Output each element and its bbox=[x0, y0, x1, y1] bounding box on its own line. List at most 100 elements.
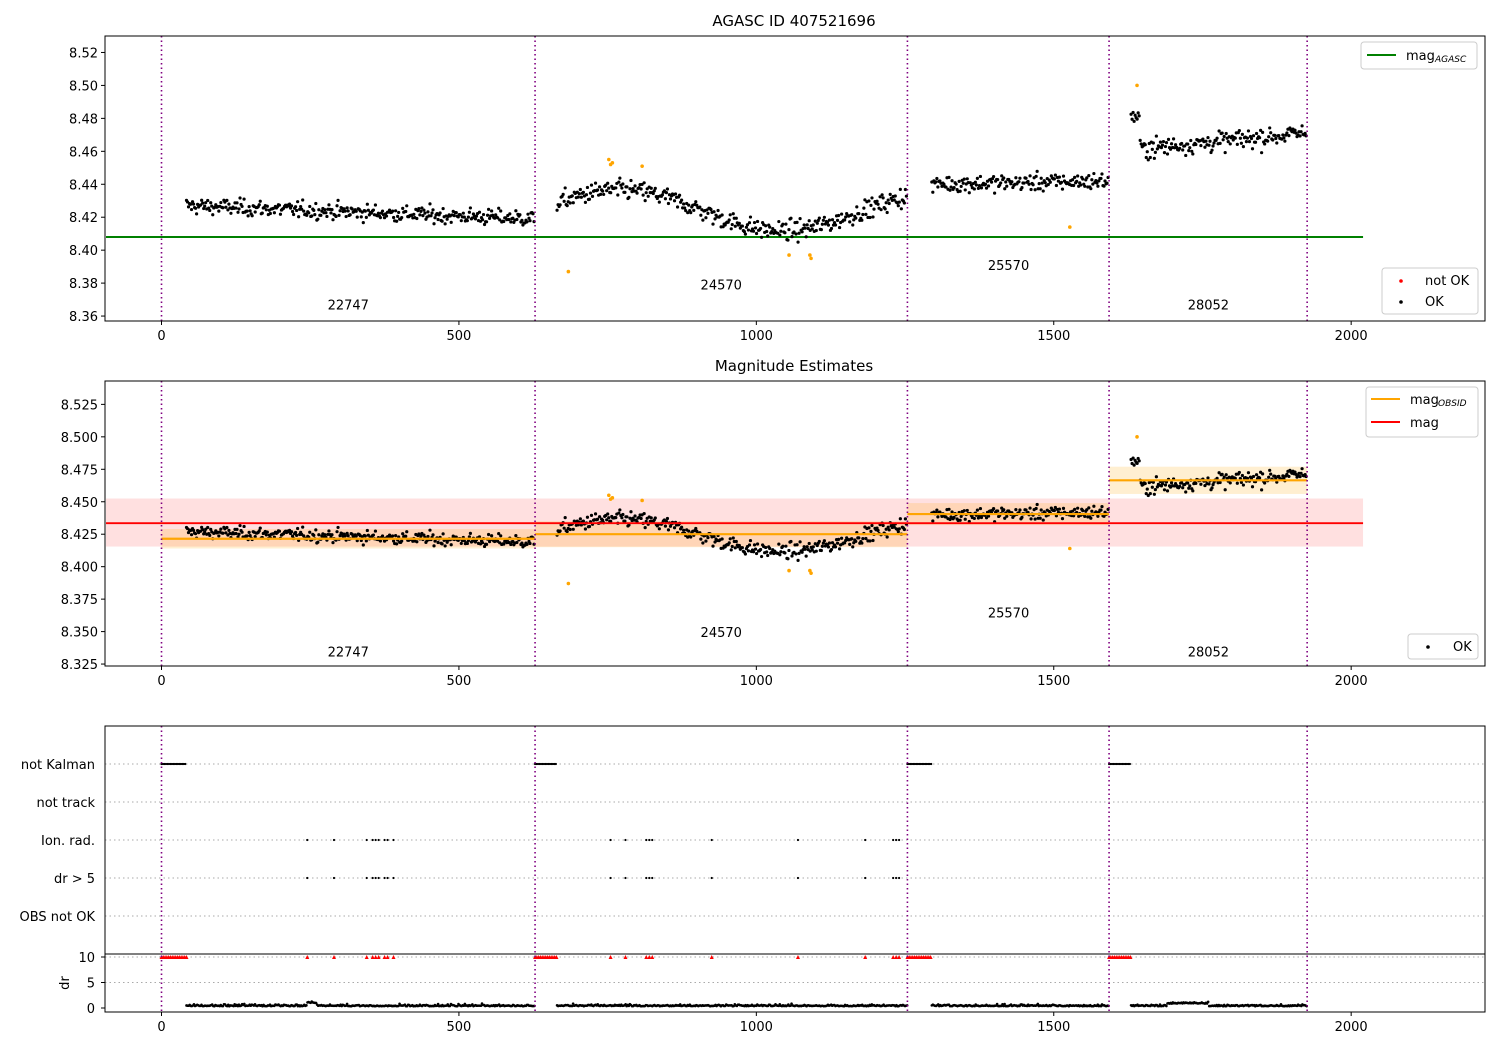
ok-point bbox=[783, 551, 787, 555]
ok-point bbox=[526, 212, 530, 216]
ok-point bbox=[209, 201, 213, 205]
ok-point bbox=[1261, 472, 1265, 476]
ok-point bbox=[426, 210, 430, 214]
ok-point bbox=[595, 188, 600, 192]
panel-magnitude-estimates: Magnitude Estimates 22747 24570 25570 28052… bbox=[61, 357, 1486, 689]
ok-point bbox=[1089, 187, 1093, 191]
ok-point bbox=[290, 534, 295, 538]
p1-x-tick-label: 1500 bbox=[1037, 329, 1070, 344]
ok-point bbox=[623, 519, 627, 523]
ok-point bbox=[1241, 483, 1245, 487]
ok-point bbox=[401, 206, 405, 210]
ok-point bbox=[477, 535, 482, 539]
ok-point bbox=[481, 212, 486, 217]
ok-point bbox=[660, 193, 664, 197]
ok-point bbox=[1269, 131, 1273, 135]
panel1-axes: 0 500 1000 1500 2000 8.36 8.38 8.40 8.42 8.44 8.46… bbox=[69, 35, 1486, 344]
ok-point bbox=[452, 214, 456, 218]
ok-point bbox=[967, 191, 971, 195]
ok-point bbox=[299, 204, 303, 209]
ok-point bbox=[826, 545, 831, 549]
ok-point bbox=[467, 210, 471, 214]
ok-point bbox=[484, 542, 489, 546]
ok-point bbox=[712, 534, 716, 538]
ok-point bbox=[330, 533, 334, 537]
ok-point bbox=[1029, 517, 1033, 521]
ok-point bbox=[323, 533, 327, 537]
ok-point bbox=[346, 534, 350, 538]
ok-point bbox=[835, 218, 840, 222]
ok-point bbox=[753, 226, 758, 230]
not-ok-point bbox=[610, 496, 615, 500]
ok-point bbox=[1040, 181, 1044, 185]
ok-point bbox=[1059, 180, 1064, 185]
ok-point bbox=[235, 201, 239, 205]
ok-point bbox=[979, 186, 984, 190]
ok-point bbox=[701, 218, 705, 222]
ok-point bbox=[786, 238, 790, 242]
ok-point bbox=[1041, 518, 1045, 522]
ok-point bbox=[833, 223, 838, 227]
ok-point bbox=[771, 226, 775, 231]
ok-point bbox=[419, 534, 423, 538]
ion-rad-marker bbox=[645, 838, 648, 842]
ok-point bbox=[581, 190, 585, 194]
ok-point bbox=[301, 525, 305, 529]
ok-point bbox=[883, 207, 887, 211]
ok-point bbox=[361, 543, 365, 547]
ok-point bbox=[1083, 184, 1087, 188]
ok-point bbox=[1041, 189, 1045, 193]
ok-point bbox=[1263, 142, 1267, 146]
ok-point bbox=[323, 208, 327, 212]
ok-point bbox=[965, 177, 969, 181]
ok-point bbox=[746, 228, 751, 232]
dr-clipped-marker bbox=[795, 955, 800, 959]
ok-point bbox=[1169, 481, 1174, 485]
ok-point bbox=[731, 212, 735, 216]
dr-point bbox=[243, 1002, 246, 1006]
ion-rad-marker bbox=[374, 838, 377, 842]
ok-point bbox=[480, 218, 485, 222]
p3-x-tick-label: 1000 bbox=[740, 1020, 773, 1035]
not-ok-point bbox=[607, 493, 611, 498]
ok-point bbox=[1178, 146, 1182, 150]
obsid-label: 22747 bbox=[328, 298, 369, 313]
legend-mag-label: mag bbox=[1410, 416, 1439, 431]
ok-point bbox=[755, 219, 760, 224]
ok-point bbox=[294, 205, 298, 209]
ok-point bbox=[1211, 144, 1215, 148]
ok-point bbox=[618, 508, 622, 512]
ok-point bbox=[208, 533, 212, 537]
ok-point bbox=[508, 212, 512, 216]
dr-clipped-marker bbox=[897, 955, 902, 959]
ok-point bbox=[836, 537, 841, 541]
p1-x-tick-label: 0 bbox=[157, 329, 165, 344]
ok-point bbox=[827, 218, 832, 222]
p1-y-tick-label: 8.48 bbox=[69, 112, 98, 127]
ok-point bbox=[294, 530, 298, 535]
ok-point bbox=[869, 529, 873, 533]
ok-point bbox=[1146, 158, 1150, 162]
not-ok-point bbox=[787, 253, 791, 257]
ok-point bbox=[1048, 180, 1052, 184]
ok-point bbox=[289, 530, 294, 534]
ok-point bbox=[225, 198, 229, 202]
ok-point bbox=[1090, 178, 1094, 182]
ok-point bbox=[387, 208, 392, 212]
ok-point bbox=[857, 212, 861, 216]
ok-point bbox=[903, 517, 907, 521]
ok-point bbox=[208, 208, 212, 213]
ok-point bbox=[855, 205, 859, 209]
ok-point bbox=[854, 216, 858, 220]
ok-point bbox=[1257, 476, 1262, 480]
p2-y-tick-label: 8.500 bbox=[61, 431, 98, 446]
dr-point bbox=[397, 1004, 400, 1008]
ok-point bbox=[1235, 142, 1239, 146]
ok-point bbox=[247, 205, 251, 209]
ok-point bbox=[395, 219, 399, 223]
ok-point bbox=[1071, 178, 1075, 182]
ok-point bbox=[737, 543, 741, 548]
ok-point bbox=[1203, 483, 1207, 488]
ok-point bbox=[193, 206, 198, 210]
